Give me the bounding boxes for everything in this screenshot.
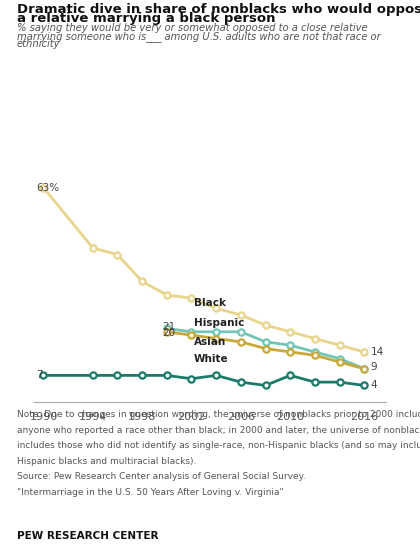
Text: White: White: [194, 354, 228, 364]
Text: Asian: Asian: [194, 337, 226, 347]
Text: % saying they would be very or somewhat opposed to a close relative: % saying they would be very or somewhat …: [17, 23, 368, 33]
Text: marrying someone who is___ among U.S. adults who are not that race or: marrying someone who is___ among U.S. ad…: [17, 31, 381, 42]
Text: Hispanic blacks and multiracial blacks).: Hispanic blacks and multiracial blacks).: [17, 457, 196, 466]
Text: PEW RESEARCH CENTER: PEW RESEARCH CENTER: [17, 531, 158, 541]
Text: 14: 14: [370, 347, 383, 357]
Text: 20: 20: [162, 328, 175, 338]
Text: 7: 7: [36, 370, 43, 380]
Text: 21: 21: [162, 322, 175, 332]
Text: Black: Black: [194, 298, 226, 309]
Text: anyone who reported a race other than black; in 2000 and later, the universe of : anyone who reported a race other than bl…: [17, 426, 420, 435]
Text: 4: 4: [370, 380, 377, 391]
Text: ethnicity: ethnicity: [17, 39, 60, 48]
Text: Hispanic: Hispanic: [194, 318, 244, 328]
Text: 9: 9: [370, 362, 377, 372]
Text: 63%: 63%: [36, 182, 59, 193]
Text: "Intermarriage in the U.S. 50 Years After Loving v. Virginia": "Intermarriage in the U.S. 50 Years Afte…: [17, 488, 284, 496]
Text: a relative marrying a black person: a relative marrying a black person: [17, 12, 275, 25]
Text: Source: Pew Research Center analysis of General Social Survey.: Source: Pew Research Center analysis of …: [17, 472, 305, 481]
Text: Note: Due to changes in question wording, the universe of nonblacks prior to 200: Note: Due to changes in question wording…: [17, 410, 420, 419]
Text: Dramatic dive in share of nonblacks who would oppose: Dramatic dive in share of nonblacks who …: [17, 3, 420, 16]
Text: includes those who did not identify as single-race, non-Hispanic blacks (and so : includes those who did not identify as s…: [17, 441, 420, 450]
